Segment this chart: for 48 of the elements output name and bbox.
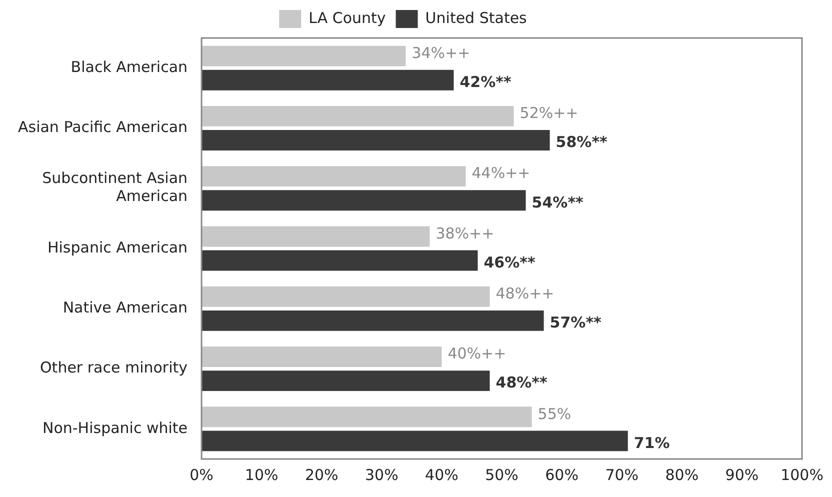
bar (202, 370, 490, 392)
data-label: 40%++ (448, 344, 506, 363)
bar (202, 286, 490, 307)
x-tick-label: 70% (605, 466, 639, 484)
data-label: 52%++ (520, 104, 578, 122)
legend-label: LA County (308, 8, 386, 27)
data-label: 54%** (532, 193, 584, 212)
data-label: 46%** (484, 253, 536, 272)
x-tick-label: 0% (190, 466, 214, 484)
x-tick-label: 30% (365, 466, 398, 484)
bar (202, 250, 478, 271)
data-label: 42%** (460, 72, 512, 91)
bar (202, 190, 526, 211)
data-label: 48%** (496, 374, 548, 392)
x-tick-label: 80% (665, 466, 699, 484)
x-tick-label: 40% (425, 466, 458, 484)
data-label: 34%++ (412, 44, 470, 62)
data-label: 57%** (550, 314, 602, 332)
x-tick-label: 50% (485, 466, 518, 484)
bar (202, 226, 430, 247)
y-tick-label: Black American (70, 58, 188, 76)
bar (202, 46, 406, 66)
data-label: 55% (538, 404, 572, 423)
data-label: 48%++ (496, 284, 554, 303)
x-tick-label: 10% (244, 466, 278, 484)
bar (202, 310, 544, 331)
y-tick-label: Other race minority (40, 358, 188, 377)
bar (202, 430, 628, 452)
data-label: 71% (634, 434, 670, 452)
bar (202, 346, 442, 367)
bar (202, 406, 532, 428)
data-label: 44%++ (472, 164, 530, 182)
legend-label: United States (425, 8, 528, 27)
bar (202, 70, 454, 90)
y-tick-label: Non-Hispanic white (42, 418, 188, 437)
x-tick-label: 60% (545, 466, 578, 484)
data-label: 38%++ (436, 224, 494, 242)
x-tick-label: 20% (304, 466, 338, 484)
bar (202, 130, 550, 150)
bar (202, 166, 466, 187)
x-tick-label: 90% (725, 466, 759, 484)
y-tick-label: Native American (62, 298, 188, 317)
y-tick-label: Asian Pacific American (18, 118, 188, 136)
data-label: 58%** (556, 133, 608, 152)
y-tick-label: Hispanic American (47, 238, 188, 256)
x-tick-label: 100% (780, 466, 824, 484)
y-tick-label: Subcontinent Asian American (42, 169, 188, 206)
bar (202, 106, 514, 126)
